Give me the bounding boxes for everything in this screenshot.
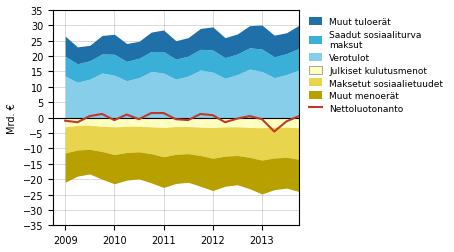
Legend: Muut tuloerät, Saadut sosiaaliturva
maksut, Verotulot, Julkiset kulutusmenot, Ma: Muut tuloerät, Saadut sosiaaliturva maks… xyxy=(306,15,446,116)
Y-axis label: Mrd. €: Mrd. € xyxy=(7,103,17,134)
